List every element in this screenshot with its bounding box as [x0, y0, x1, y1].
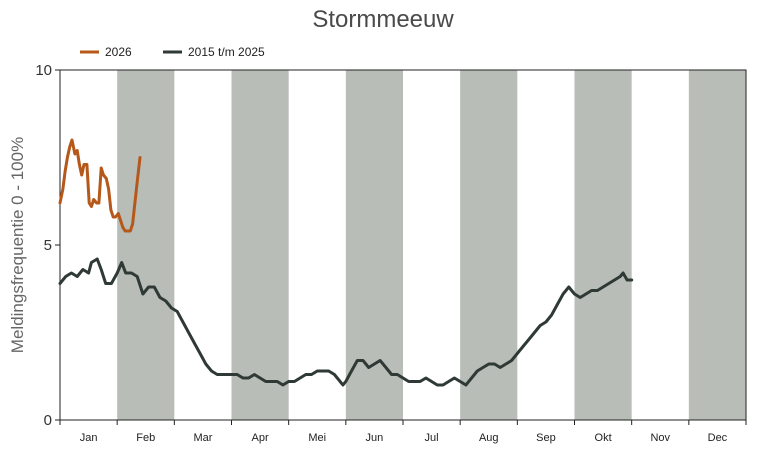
y-tick-label: 5 — [44, 237, 52, 254]
x-tick-label-mei: Mei — [308, 432, 326, 444]
month-band-dec — [688, 70, 746, 420]
x-tick-label-jun: Jun — [366, 432, 384, 444]
x-ticks: Jan Feb Mar Apr Mei Jun Jul Aug Sep Okt Nov Dec — [59, 420, 747, 444]
series-line-1 — [58, 257, 634, 387]
x-tick-label-mar: Mar — [193, 432, 212, 444]
legend-label-0: 2026 — [105, 45, 132, 59]
series-line-0 — [58, 138, 142, 233]
x-tick-label-aug: Aug — [479, 432, 499, 444]
month-band-aug — [460, 70, 518, 420]
chart-title: Stormmeeuw — [312, 6, 454, 33]
month-band-apr — [231, 70, 289, 420]
y-ticks: 0 5 10 — [35, 62, 60, 429]
x-tick-label-sep: Sep — [536, 432, 556, 444]
month-band-okt — [574, 70, 632, 420]
x-tick-label-jul: Jul — [425, 432, 439, 444]
x-tick-label-dec: Dec — [708, 432, 728, 444]
x-tick-label-nov: Nov — [650, 432, 670, 444]
series-lines — [58, 138, 634, 387]
y-axis-label: Meldingsfrequentie 0 - 100% — [8, 137, 27, 353]
month-bands — [117, 70, 746, 420]
x-tick-label-jan: Jan — [80, 432, 98, 444]
y-tick-label: 0 — [44, 412, 52, 429]
legend-label-1: 2015 t/m 2025 — [188, 45, 265, 59]
legend: 2026 2015 t/m 2025 — [80, 45, 265, 59]
y-tick-label: 10 — [35, 62, 52, 79]
x-tick-label-feb: Feb — [136, 432, 155, 444]
x-tick-label-okt: Okt — [595, 432, 612, 444]
month-band-feb — [117, 70, 175, 420]
x-tick-label-apr: Apr — [252, 432, 269, 444]
